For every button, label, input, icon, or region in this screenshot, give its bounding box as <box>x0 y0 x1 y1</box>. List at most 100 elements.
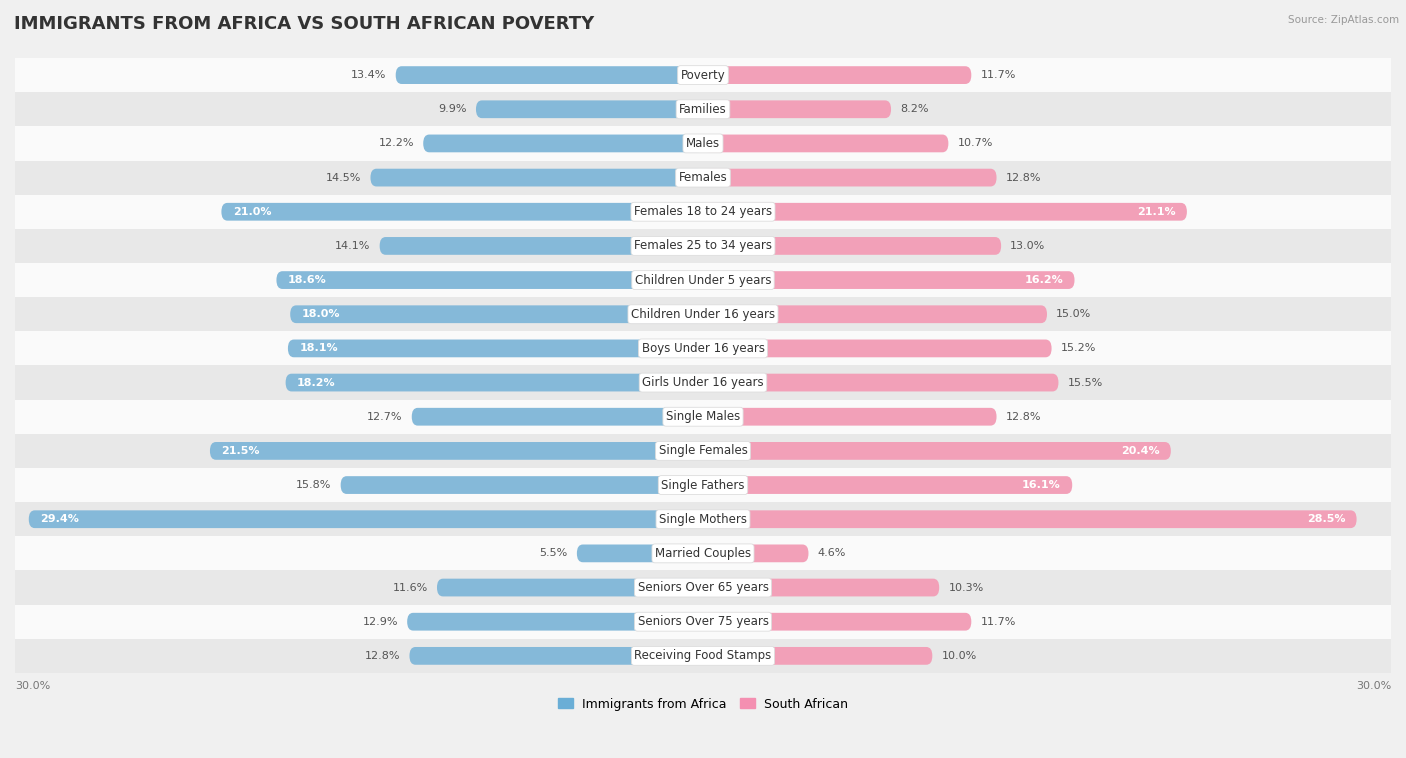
FancyBboxPatch shape <box>703 408 997 425</box>
FancyBboxPatch shape <box>703 510 1357 528</box>
Text: 18.0%: 18.0% <box>302 309 340 319</box>
FancyBboxPatch shape <box>370 169 703 186</box>
Bar <box>15 195 1391 229</box>
FancyBboxPatch shape <box>703 544 808 562</box>
Bar <box>15 263 1391 297</box>
Bar <box>15 605 1391 639</box>
FancyBboxPatch shape <box>423 135 703 152</box>
FancyBboxPatch shape <box>703 578 939 597</box>
Bar <box>15 331 1391 365</box>
FancyBboxPatch shape <box>340 476 703 494</box>
Text: 15.2%: 15.2% <box>1060 343 1097 353</box>
Text: 21.0%: 21.0% <box>233 207 271 217</box>
Bar <box>15 92 1391 127</box>
Text: Girls Under 16 years: Girls Under 16 years <box>643 376 763 389</box>
FancyBboxPatch shape <box>576 544 703 562</box>
Bar <box>15 399 1391 434</box>
Text: 20.4%: 20.4% <box>1121 446 1160 456</box>
Text: 12.8%: 12.8% <box>1005 412 1042 421</box>
FancyBboxPatch shape <box>477 100 703 118</box>
FancyBboxPatch shape <box>703 169 997 186</box>
Text: 10.0%: 10.0% <box>942 651 977 661</box>
Text: 18.2%: 18.2% <box>297 377 336 387</box>
FancyBboxPatch shape <box>703 100 891 118</box>
Text: 10.3%: 10.3% <box>949 583 984 593</box>
Text: 5.5%: 5.5% <box>540 548 568 559</box>
Text: Families: Families <box>679 103 727 116</box>
Text: 12.7%: 12.7% <box>367 412 402 421</box>
Text: 18.6%: 18.6% <box>288 275 326 285</box>
FancyBboxPatch shape <box>703 66 972 84</box>
Text: 12.8%: 12.8% <box>1005 173 1042 183</box>
Text: Children Under 5 years: Children Under 5 years <box>634 274 772 287</box>
FancyBboxPatch shape <box>209 442 703 460</box>
FancyBboxPatch shape <box>395 66 703 84</box>
Text: 11.7%: 11.7% <box>980 70 1017 80</box>
Text: 15.8%: 15.8% <box>297 480 332 490</box>
Text: 12.9%: 12.9% <box>363 617 398 627</box>
FancyBboxPatch shape <box>703 374 1059 391</box>
Text: 30.0%: 30.0% <box>15 681 51 691</box>
Text: 16.1%: 16.1% <box>1022 480 1060 490</box>
Bar <box>15 502 1391 537</box>
Text: Females 18 to 24 years: Females 18 to 24 years <box>634 205 772 218</box>
FancyBboxPatch shape <box>221 203 703 221</box>
FancyBboxPatch shape <box>380 237 703 255</box>
Text: 13.0%: 13.0% <box>1011 241 1046 251</box>
Text: 12.2%: 12.2% <box>378 139 413 149</box>
Text: 10.7%: 10.7% <box>957 139 993 149</box>
FancyBboxPatch shape <box>703 271 1074 289</box>
Text: 8.2%: 8.2% <box>900 105 929 114</box>
Bar <box>15 161 1391 195</box>
Text: IMMIGRANTS FROM AFRICA VS SOUTH AFRICAN POVERTY: IMMIGRANTS FROM AFRICA VS SOUTH AFRICAN … <box>14 15 595 33</box>
FancyBboxPatch shape <box>408 612 703 631</box>
Text: Boys Under 16 years: Boys Under 16 years <box>641 342 765 355</box>
FancyBboxPatch shape <box>703 305 1047 323</box>
Text: 4.6%: 4.6% <box>818 548 846 559</box>
Text: Females 25 to 34 years: Females 25 to 34 years <box>634 240 772 252</box>
Bar <box>15 537 1391 571</box>
FancyBboxPatch shape <box>285 374 703 391</box>
Bar <box>15 229 1391 263</box>
FancyBboxPatch shape <box>703 442 1171 460</box>
Text: 13.4%: 13.4% <box>352 70 387 80</box>
Text: Poverty: Poverty <box>681 69 725 82</box>
Text: Single Mothers: Single Mothers <box>659 512 747 526</box>
FancyBboxPatch shape <box>288 340 703 357</box>
Text: 16.2%: 16.2% <box>1025 275 1063 285</box>
FancyBboxPatch shape <box>703 135 949 152</box>
FancyBboxPatch shape <box>28 510 703 528</box>
Bar <box>15 127 1391 161</box>
Text: Children Under 16 years: Children Under 16 years <box>631 308 775 321</box>
Bar <box>15 58 1391 92</box>
Text: 21.1%: 21.1% <box>1137 207 1175 217</box>
Legend: Immigrants from Africa, South African: Immigrants from Africa, South African <box>553 693 853 716</box>
Text: Receiving Food Stamps: Receiving Food Stamps <box>634 650 772 662</box>
FancyBboxPatch shape <box>703 647 932 665</box>
Text: 29.4%: 29.4% <box>41 514 79 525</box>
Text: 12.8%: 12.8% <box>364 651 401 661</box>
Text: 15.5%: 15.5% <box>1067 377 1102 387</box>
FancyBboxPatch shape <box>703 203 1187 221</box>
Text: 11.6%: 11.6% <box>392 583 427 593</box>
Text: 18.1%: 18.1% <box>299 343 337 353</box>
FancyBboxPatch shape <box>277 271 703 289</box>
FancyBboxPatch shape <box>703 476 1073 494</box>
Bar <box>15 571 1391 605</box>
Bar <box>15 365 1391 399</box>
Text: 9.9%: 9.9% <box>439 105 467 114</box>
Bar <box>15 468 1391 502</box>
Bar <box>15 434 1391 468</box>
Text: 14.1%: 14.1% <box>335 241 370 251</box>
FancyBboxPatch shape <box>703 237 1001 255</box>
Text: Seniors Over 65 years: Seniors Over 65 years <box>637 581 769 594</box>
FancyBboxPatch shape <box>290 305 703 323</box>
Text: 28.5%: 28.5% <box>1306 514 1346 525</box>
Text: Single Males: Single Males <box>666 410 740 423</box>
Text: Source: ZipAtlas.com: Source: ZipAtlas.com <box>1288 15 1399 25</box>
Text: Seniors Over 75 years: Seniors Over 75 years <box>637 615 769 628</box>
FancyBboxPatch shape <box>703 612 972 631</box>
Text: Single Fathers: Single Fathers <box>661 478 745 491</box>
Text: 30.0%: 30.0% <box>1355 681 1391 691</box>
Text: Single Females: Single Females <box>658 444 748 457</box>
